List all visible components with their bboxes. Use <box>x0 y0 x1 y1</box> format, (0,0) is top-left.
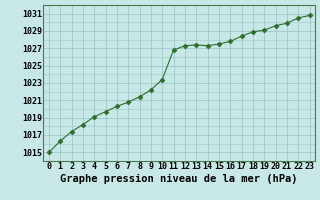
X-axis label: Graphe pression niveau de la mer (hPa): Graphe pression niveau de la mer (hPa) <box>60 174 298 184</box>
